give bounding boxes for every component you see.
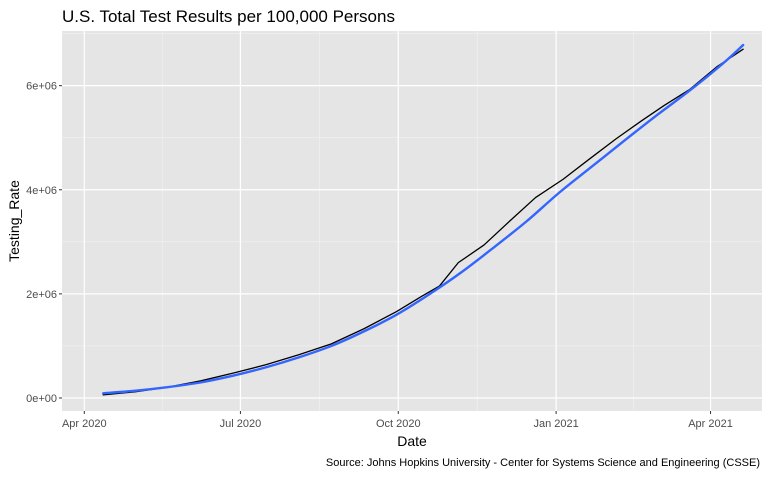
series-layer bbox=[101, 43, 745, 396]
y-tick-label: 0e+00 bbox=[26, 393, 57, 405]
y-axis: 0e+00 2e+06 4e+06 6e+06 bbox=[26, 81, 62, 405]
chart-title: U.S. Total Test Results per 100,000 Pers… bbox=[62, 7, 395, 26]
x-tick-label: Jan 2021 bbox=[533, 418, 578, 430]
x-tick-label: Apr 2021 bbox=[688, 418, 733, 430]
smoothed-trend-line bbox=[101, 43, 745, 395]
x-axis: Apr 2020 Jul 2020 Oct 2020 Jan 2021 Apr 2021 bbox=[62, 411, 733, 430]
y-tick-label: 4e+06 bbox=[26, 185, 57, 197]
source-caption: Source: Johns Hopkins University - Cente… bbox=[326, 457, 760, 469]
grid-minor bbox=[62, 31, 762, 411]
y-tick-label: 2e+06 bbox=[26, 289, 57, 301]
testing-rate-line bbox=[102, 48, 744, 396]
x-tick-label: Apr 2020 bbox=[62, 418, 107, 430]
x-tick-label: Jul 2020 bbox=[220, 418, 262, 430]
y-axis-title: Testing_Rate bbox=[6, 180, 22, 262]
x-axis-title: Date bbox=[397, 433, 427, 449]
y-tick-label: 6e+06 bbox=[26, 81, 57, 93]
x-tick-label: Oct 2020 bbox=[376, 418, 421, 430]
grid-major bbox=[62, 31, 762, 411]
plot-panel bbox=[62, 31, 762, 411]
